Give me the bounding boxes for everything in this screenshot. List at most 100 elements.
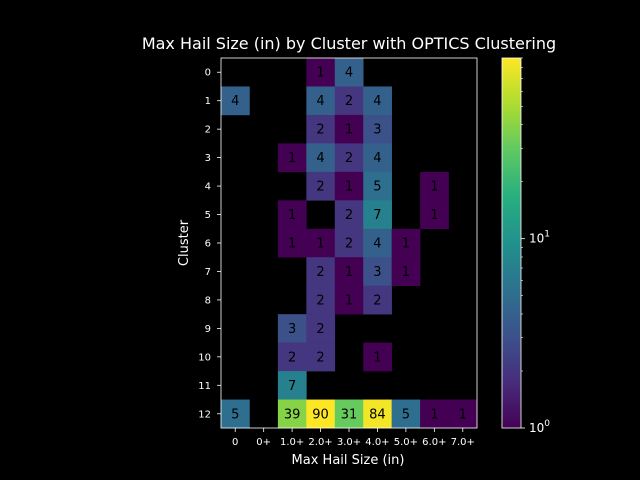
cell-value-label: 1 [373,350,381,365]
cell-value-label: 4 [373,151,381,166]
x-axis-label: Max Hail Size (in) [292,453,405,468]
heatmap-cell [363,285,392,315]
heatmap-cell [334,143,364,173]
cell-value-label: 4 [345,66,353,81]
cell-value-label: 2 [345,237,353,252]
cell-value-label: 2 [316,180,324,195]
heatmap-cell [420,399,449,429]
y-tick-label: 3 [205,153,211,164]
colorbar-gradient [502,58,521,428]
heatmap-cell [306,342,336,372]
cell-value-label: 1 [288,151,296,166]
x-tick-label: 2.0+ [308,437,332,448]
heatmap-cell [420,200,449,230]
heatmap-plot-area: 1 44 4 2 42 1 31 4 2 42 1 5 11 2 7 11 1 2 4 12 1 3 12 1 23 22 2 175… [220,57,478,429]
heatmap-cell [306,114,336,144]
y-tick-label: 2 [205,125,211,136]
heatmap-cell [306,86,336,116]
x-tick-label: 0+ [256,437,271,448]
cell-value-label: 5 [373,180,381,195]
heatmap-cell [221,399,250,429]
cell-value-label: 4 [373,94,381,109]
heatmap-cell [221,86,250,116]
cell-value-label: 1 [345,180,353,195]
colorbar: 100 101 [501,57,550,435]
chart-title: Max Hail Size (in) by Cluster with OPTIC… [142,34,556,53]
heatmap-cell [391,228,421,258]
cell-value-label: 5 [402,407,410,422]
cell-value-label: 84 [369,407,386,422]
cell-value-label: 1 [345,293,353,308]
cell-value-label: 1 [430,180,438,195]
heatmap-cell [334,399,364,429]
cell-value-label: 1 [316,66,324,81]
heatmap-cell [334,86,364,116]
heatmap-cell [448,399,478,429]
cell-value-label: 2 [316,293,324,308]
heatmap-cell [334,58,364,87]
y-axis-label: Cluster [177,219,192,266]
heatmap-cell [277,200,307,230]
cell-value-label: 1 [430,407,438,422]
cell-value-label: 1 [459,407,467,422]
heatmap-cell [277,371,307,400]
cell-value-label: 4 [316,151,324,166]
x-tick-label: 7.0+ [451,437,475,448]
x-tick-label: 5.0+ [394,437,418,448]
cell-value-label: 2 [316,322,324,337]
cell-value-label: 1 [345,123,353,138]
cell-value-label: 1 [316,237,324,252]
heatmap-cell [306,399,336,429]
heatmap-cell [277,228,307,258]
y-tick-label: 10 [198,352,211,363]
heatmap-cell [334,228,364,258]
heatmap-cell [306,314,336,343]
heatmap-cell [306,171,336,201]
cell-value-label: 31 [341,407,358,422]
y-tick-label: 8 [205,295,211,306]
heatmap-cell [363,228,392,258]
y-tick-label: 0 [205,68,211,79]
cell-value-label: 1 [402,265,410,280]
heatmap-cell [363,171,392,201]
heatmap-cell [277,399,307,429]
cell-value-label: 2 [345,94,353,109]
heatmap-cell [334,114,364,144]
heatmap-cell [363,86,392,116]
heatmap-cell [277,143,307,173]
cell-value-label: 5 [231,407,239,422]
heatmap-cell [363,342,392,372]
cell-value-label: 7 [288,379,296,394]
cell-value-label: 3 [288,322,296,337]
x-tick-label: 1.0+ [280,437,304,448]
cell-value-label: 2 [345,208,353,223]
cell-value-label: 1 [430,208,438,223]
heatmap-cell [277,342,307,372]
heatmap-cell [306,228,336,258]
cell-value-label: 4 [316,94,324,109]
y-tick-label: 12 [198,409,211,420]
cell-value-label: 1 [288,208,296,223]
x-tick-label: 4.0+ [365,437,389,448]
y-tick-label: 6 [205,239,211,250]
heatmap-cell [334,257,364,286]
colorbar-frame [501,57,522,429]
heatmap-cell [363,114,392,144]
cell-value-label: 2 [373,293,381,308]
cell-value-label: 90 [312,407,329,422]
colorbar-tick-label: 101 [529,230,550,246]
cell-value-label: 7 [373,208,381,223]
heatmap-cell [363,257,392,286]
x-axis: 0 0+ 1.0+ 2.0+ 3.0+ 4.0+ 5.0+ 6.0+ 7.0+ [232,428,475,448]
cell-value-label: 3 [373,123,381,138]
heatmap-cell [306,143,336,173]
heatmap-cell [363,143,392,173]
heatmap-cell [306,58,336,87]
y-tick-label: 4 [205,182,211,193]
cell-value-label: 2 [316,350,324,365]
cell-value-label: 1 [288,237,296,252]
y-tick-label: 1 [205,96,211,107]
cell-value-label: 2 [345,151,353,166]
